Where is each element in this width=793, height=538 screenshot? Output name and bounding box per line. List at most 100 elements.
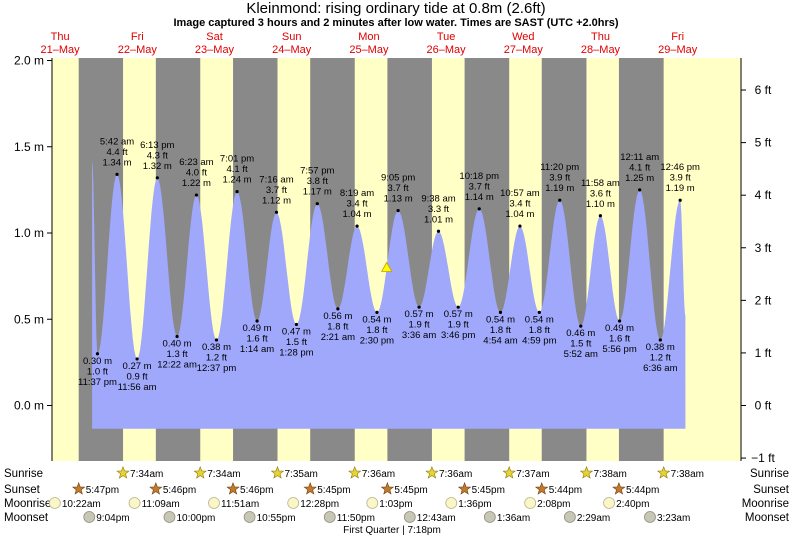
day-date: 23–May [195,44,235,56]
sunset-time: 5:45pm [472,485,505,496]
day-of-week: Thu [591,31,610,43]
tide-ft: 1.5 ft [286,337,307,348]
tide-ft: 3.9 ft [549,173,570,184]
tide-ft: 3.3 ft [428,204,449,215]
day-of-week: Thu [51,31,70,43]
day-of-week: Mon [358,31,379,43]
tide-ft: 3.6 ft [590,188,611,199]
moonset-time: 2:29am [577,513,610,524]
tide-m: 1.32 m [143,161,172,172]
tide-m: 0.38 m [646,342,675,353]
sunset-icon [612,481,626,495]
moonrise-time: 2:08pm [537,499,570,510]
tide-point [214,338,219,342]
tide-time: 10:18 pm [459,171,499,182]
day-labels: Thu21–MayFri22–MaySat23–MaySun24–MayMon2… [41,31,698,56]
tide-point [638,188,642,192]
moonrise-icon [445,497,458,509]
sunrise-icon [270,465,285,479]
tide-time: 6:36 am [643,363,677,374]
day-of-week: Sat [206,31,223,43]
sun-moon-table: Sunrise Sunrise Sunset Sunset Moonrise Moonri… [4,465,790,536]
day-date: 26–May [427,44,467,56]
tide-time: 2:30 pm [360,335,394,346]
y-tick-label-m: 2.0 m [14,54,44,68]
sunset-time: 5:44pm [626,485,659,496]
tide-point [375,310,379,314]
tide-time: 11:58 am [581,178,620,189]
day-of-week: Tue [437,31,456,43]
tide-point [315,202,319,206]
moonrise-icon [48,497,61,509]
tide-point [175,334,179,339]
tide-m: 0.27 m [123,361,152,372]
moonset-icon [163,511,176,523]
tide-m: 1.04 m [505,209,534,220]
moonset-time: 10:55pm [257,513,296,524]
tide-ft: 1.9 ft [409,320,430,331]
tide-ft: 1.2 ft [650,352,671,363]
tide-m: 1.01 m [424,214,453,225]
moonrise-time: 1:03pm [379,499,412,510]
sunrise-time: 7:35am [284,469,317,480]
y-tick-label-ft: 5 ft [755,136,772,150]
tide-ft: 1.6 ft [609,333,630,344]
tide-time: 1:28 pm [279,347,313,358]
tide-point [498,310,503,314]
y-tick-label-ft: 6 ft [755,83,772,97]
tide-m: 0.57 m [444,309,473,320]
sunrise-icon [656,465,671,479]
moonset-time: 9:04pm [96,513,129,524]
moonset-icon [403,511,416,523]
sunset-time: 5:46pm [240,485,273,496]
tide-m: 1.12 m [262,195,291,206]
row-label-right: Moonrise [742,498,789,510]
moonset-time: 12:43am [417,513,456,524]
moonrise-icon [524,497,537,509]
tide-point [579,324,583,328]
moonrise-time: 1:36pm [458,499,491,510]
tide-point [336,307,340,311]
sunrise-time: 7:38am [671,469,704,480]
sunrise-icon [116,465,130,479]
moonset-time: 3:23am [657,513,690,524]
row-label-left: Moonrise [4,498,51,510]
tide-point [235,190,239,194]
tide-point [95,352,100,356]
tide-m: 1.19 m [666,183,695,194]
row-label-right: Sunset [753,484,790,496]
sunset-time: 5:45pm [317,485,350,496]
tide-point [417,305,421,309]
tide-time: 7:16 am [259,174,293,185]
tide-ft: 1.3 ft [167,349,188,360]
moonrise-time: 10:22am [62,499,101,510]
tide-ft: 3.7 ft [469,181,490,192]
tide-time: 7:57 pm [300,166,334,177]
tide-point [558,198,562,202]
sunset-time: 5:44pm [549,485,582,496]
row-label-left: Moonset [4,512,49,524]
sunset-icon [149,481,163,495]
moon-phase: First Quarter | 7:18pm [343,525,441,536]
moonrise-icon [287,497,300,509]
tide-point [115,172,119,176]
tide-m: 0.54 m [362,314,391,325]
tide-m: 0.54 m [486,314,515,325]
tide-time: 8:19 am [340,188,374,199]
moonrise-icon [366,497,379,509]
tide-point [477,207,481,211]
tide-ft: 4.1 ft [227,164,248,175]
tide-point [658,338,662,342]
tide-m: 0.30 m [83,356,112,367]
tide-ft: 3.8 ft [307,176,328,187]
tide-time: 11:37 pm [78,377,117,388]
tide-time: 11:56 am [118,382,157,393]
tide-point [456,305,460,309]
y-tick-label-m: 0.0 m [14,399,44,413]
tide-point [518,224,522,228]
tide-m: 0.40 m [163,339,192,350]
tide-ft: 1.8 ft [327,321,348,332]
day-of-week: Fri [671,31,684,43]
tide-ft: 1.8 ft [490,325,511,336]
